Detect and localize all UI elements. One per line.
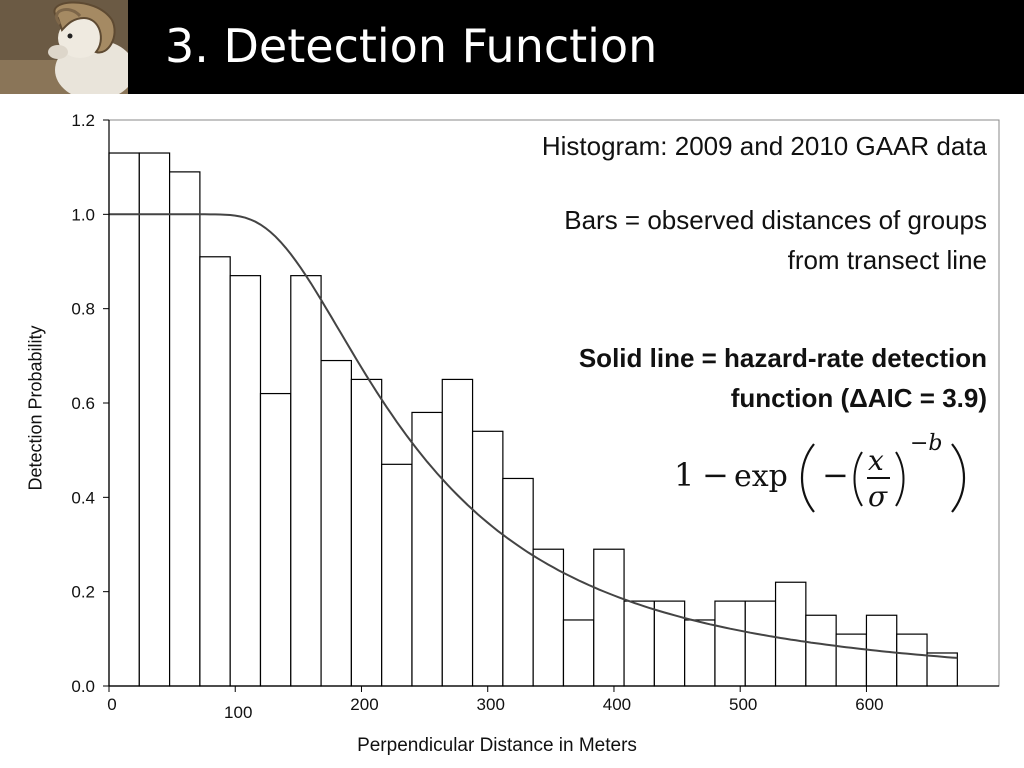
- formula-x: x: [868, 444, 884, 477]
- y-tick-label: 0.2: [71, 583, 95, 602]
- x-tick-label: 200: [350, 695, 378, 714]
- x-tick-label: 500: [729, 695, 757, 714]
- bars-note: Bars = observed distances of groups from…: [427, 200, 987, 280]
- formula-right-paren-outer: [951, 443, 965, 513]
- histogram-bar: [502, 477, 534, 687]
- y-axis-title: Detection Probability: [25, 325, 46, 491]
- hazard-rate-formula: 1 − exp − x σ −b: [674, 431, 965, 513]
- histogram-note: Histogram: 2009 and 2010 GAAR data: [541, 131, 987, 161]
- histogram-bar: [108, 152, 140, 687]
- histogram-bar: [714, 600, 746, 687]
- slide-title: 3. Detection Function: [165, 19, 658, 73]
- formula-exp: exp: [734, 459, 788, 494]
- formula-right-paren-inner: [895, 451, 905, 507]
- histogram-bar: [229, 275, 262, 687]
- x-tick-label: 300: [477, 695, 505, 714]
- y-tick-label: 0.4: [71, 488, 95, 507]
- y-tick-label: 1.0: [71, 205, 95, 224]
- histogram-bar: [168, 171, 201, 687]
- histogram-bar: [835, 633, 868, 687]
- detection-histogram-chart: 0.0 0.2 0.4 0.6 0.8 1.0 1.2 0 100 200 300 400 500 600: [71, 111, 1000, 722]
- y-tick-label: 0.6: [71, 394, 95, 413]
- formula-left-paren-outer: [801, 443, 815, 513]
- formula-one: 1: [674, 456, 694, 494]
- histogram-bar: [259, 392, 292, 687]
- formula-neg: −: [822, 456, 849, 494]
- bars-note-line1: Bars = observed distances of groups: [564, 205, 987, 235]
- x-tick-label: 0: [107, 695, 116, 714]
- histogram-bar: [896, 633, 928, 687]
- histogram-bar: [623, 600, 655, 687]
- hazard-rate-curve: [109, 213, 958, 659]
- histogram-bar: [381, 463, 413, 687]
- histogram-bar: [562, 619, 595, 687]
- histogram-bar: [805, 614, 837, 687]
- histogram-bar: [320, 359, 352, 687]
- solid-line-note: Solid line = hazard-rate detection funct…: [427, 338, 987, 418]
- y-tick-label: 0.0: [71, 677, 95, 696]
- formula-sigma: σ: [868, 480, 888, 513]
- histogram-bar: [744, 600, 777, 687]
- histogram-bar: [774, 581, 807, 687]
- solid-line-note-line2: function (ΔAIC = 3.9): [730, 383, 987, 413]
- y-tick-label: 1.2: [71, 111, 95, 130]
- histogram-bar: [350, 378, 383, 687]
- bars-note-line2: from transect line: [787, 245, 987, 275]
- x-tick-label: 600: [855, 695, 883, 714]
- histogram-bar: [411, 411, 443, 687]
- formula-minus: −: [702, 456, 729, 494]
- y-tick-label: 0.8: [71, 300, 95, 319]
- x-axis-title: Perpendicular Distance in Meters: [357, 735, 637, 756]
- formula-left-paren-inner: [853, 451, 863, 507]
- histogram-bar: [532, 548, 565, 687]
- histogram-bar: [290, 275, 322, 687]
- histogram-bar: [441, 378, 474, 687]
- histogram-bar: [199, 256, 231, 687]
- dall-sheep-photo: [0, 0, 128, 94]
- x-tick-label: 400: [603, 695, 631, 714]
- formula-exponent: −b: [910, 431, 943, 456]
- histogram-bar: [684, 619, 716, 687]
- histogram-bar: [138, 152, 171, 687]
- slide-header: 3. Detection Function: [0, 0, 1024, 94]
- solid-line-note-line1: Solid line = hazard-rate detection: [578, 343, 987, 373]
- histogram-bar: [593, 548, 625, 687]
- x-tick-label: 100: [224, 703, 252, 722]
- histogram-bar: [653, 600, 686, 687]
- histogram-bar: [471, 430, 504, 687]
